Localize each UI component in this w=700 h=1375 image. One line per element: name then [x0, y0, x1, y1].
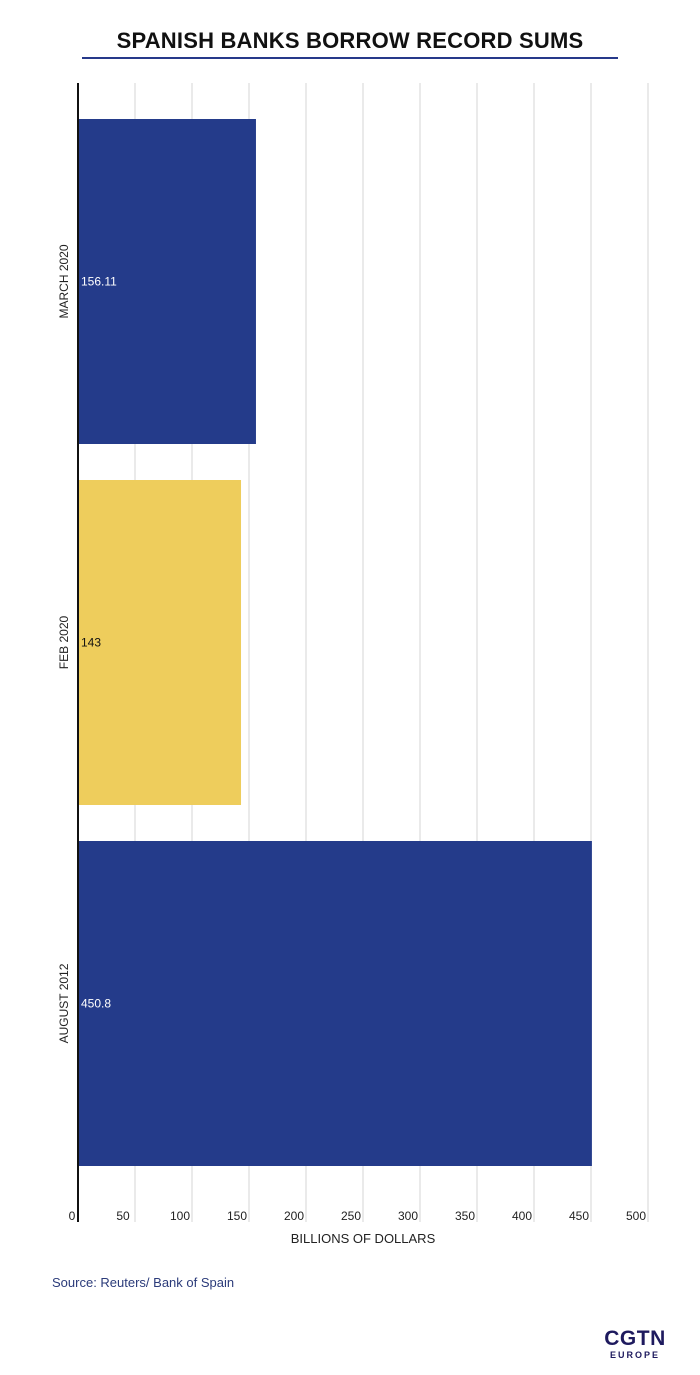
- logo-main-text: CGTN: [604, 1327, 666, 1350]
- x-tick-label: 450: [569, 1209, 589, 1223]
- x-tick-label: 150: [227, 1209, 247, 1223]
- x-tick-label: 500: [626, 1209, 646, 1223]
- bar-value-label: 156.11: [81, 275, 117, 289]
- title-underline: [82, 57, 618, 59]
- source-note: Source: Reuters/ Bank of Spain: [52, 1275, 235, 1290]
- bar: [78, 480, 242, 805]
- x-tick-label: 300: [398, 1209, 418, 1223]
- x-tick-label: 200: [284, 1209, 304, 1223]
- x-tick-label: 0: [69, 1209, 76, 1223]
- bar-value-label: 450.8: [81, 997, 111, 1011]
- category-label: MARCH 2020: [57, 244, 71, 318]
- bar-chart: 0 50 100 150 200 250 300 350 400 450 500 156.11 MARC…: [57, 83, 649, 1246]
- x-tick-label: 400: [512, 1209, 532, 1223]
- logo-sub-text: EUROPE: [609, 1350, 660, 1360]
- x-tick-label: 350: [455, 1209, 475, 1223]
- bar-value-label: 143: [81, 636, 101, 650]
- category-label: AUGUST 2012: [57, 963, 71, 1043]
- cgtn-europe-logo: CGTN EUROPE: [598, 1327, 672, 1361]
- bar: [78, 841, 592, 1166]
- x-tick-label: 100: [170, 1209, 190, 1223]
- category-label: FEB 2020: [57, 615, 71, 669]
- x-axis-title: BILLIONS OF DOLLARS: [291, 1231, 436, 1246]
- x-tick-label: 250: [341, 1209, 361, 1223]
- chart-title: SPANISH BANKS BORROW RECORD SUMS: [116, 28, 584, 53]
- bar: [78, 119, 256, 444]
- x-tick-label: 50: [116, 1209, 130, 1223]
